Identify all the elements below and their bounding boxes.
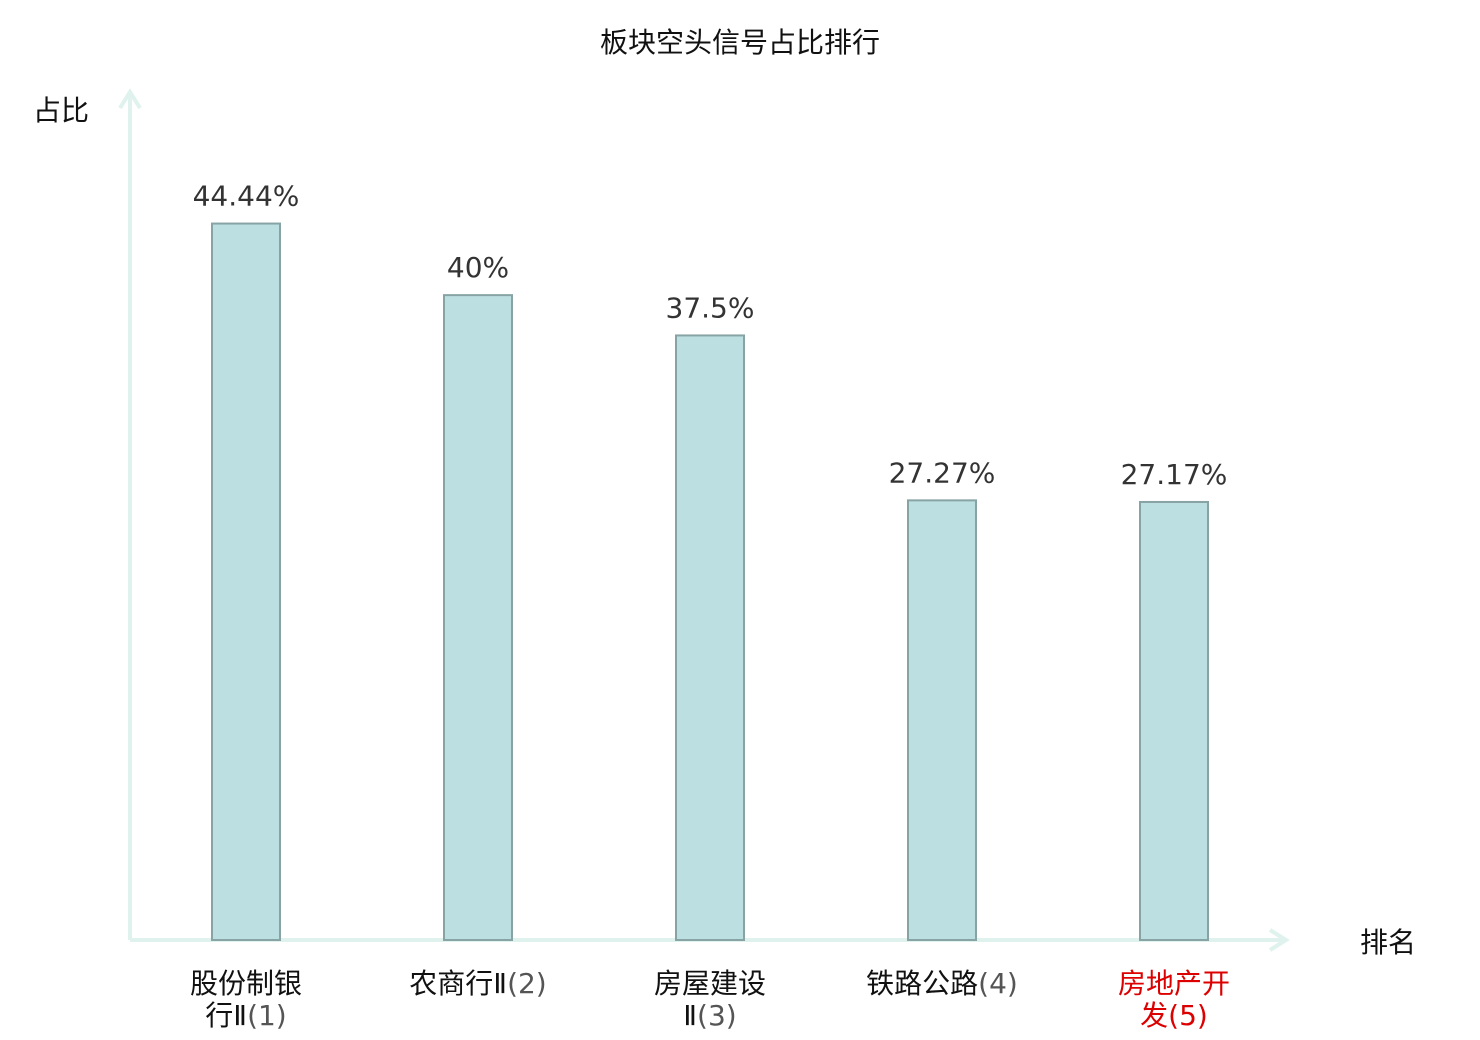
category-label-2: 农商行Ⅱ(2): [409, 967, 546, 1000]
category-labels-group: 股份制银行Ⅱ(1) 农商行Ⅱ(2) 房屋建设 Ⅱ(3) 铁路公路(4) 房地产开发(5): [190, 967, 1230, 1032]
value-label-4: 27.27%: [889, 456, 996, 489]
bar-5: [1139, 500, 1209, 941]
chart-title: 板块空头信号占比排行: [600, 26, 880, 59]
category-label-1: 股份制银行Ⅱ(1): [190, 967, 302, 1032]
value-label-5: 27.17%: [1121, 458, 1228, 491]
bar-4: [907, 499, 977, 941]
value-labels-group: 44.44% 40% 37.5% 27.27% 27.17%: [193, 180, 1228, 491]
bar-1: [211, 222, 281, 941]
y-axis-label: 占比: [33, 94, 89, 127]
category-label-3: 房屋建设 Ⅱ(3): [654, 967, 766, 1032]
y-axis: [118, 88, 142, 940]
category-label-4: 铁路公路(4): [866, 967, 1018, 1000]
bars-group: [211, 222, 1209, 942]
x-axis-label: 排名: [1360, 926, 1416, 959]
bar-3: [675, 334, 745, 941]
category-label-5: 房地产开发(5): [1118, 967, 1230, 1032]
value-label-1: 44.44%: [193, 180, 300, 213]
bar-2: [443, 294, 513, 942]
value-label-2: 40%: [447, 251, 509, 284]
value-label-3: 37.5%: [666, 291, 755, 324]
